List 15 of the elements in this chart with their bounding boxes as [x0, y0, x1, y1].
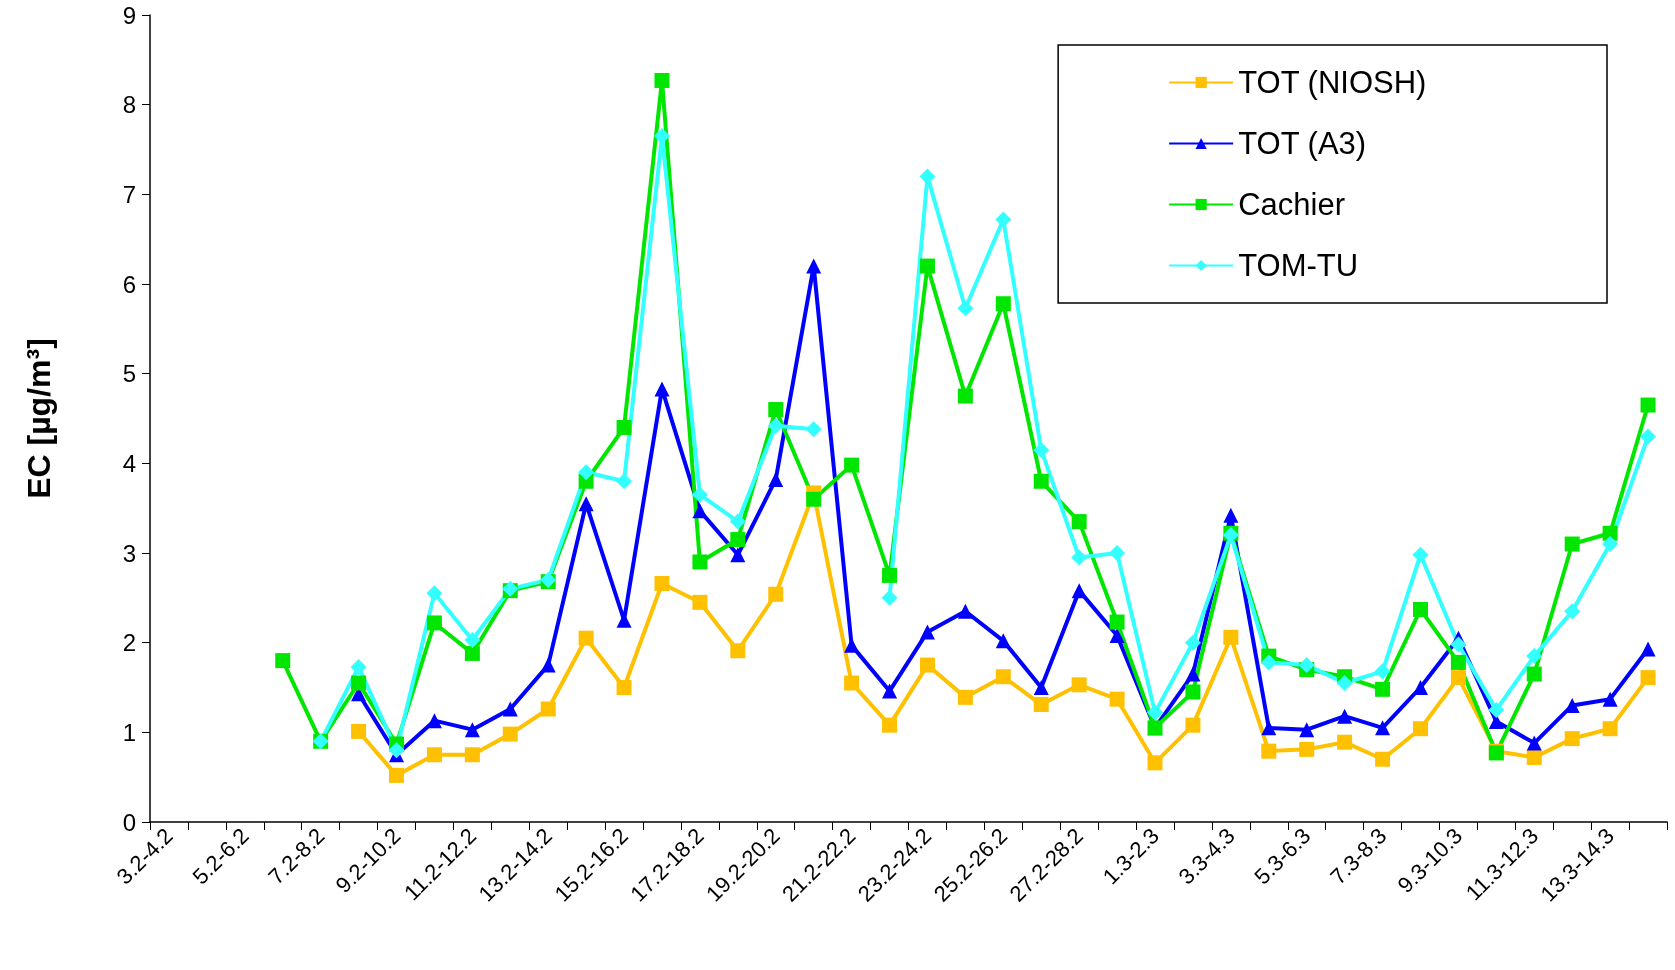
- y-tick-label: 4: [122, 449, 136, 477]
- y-tick-label: 8: [122, 91, 136, 119]
- legend-label: TOT (NIOSH): [1238, 65, 1427, 100]
- legend-label: Cachier: [1238, 187, 1345, 222]
- legend-label: TOM-TU: [1238, 248, 1359, 283]
- legend-label: TOT (A3): [1238, 126, 1367, 161]
- y-tick-label: 2: [122, 629, 136, 657]
- y-tick-label: 1: [122, 718, 136, 746]
- y-tick-label: 6: [122, 270, 136, 298]
- y-axis-title: EC [µg/m³]: [21, 338, 57, 499]
- y-tick-label: 9: [122, 1, 136, 29]
- y-tick-label: 0: [122, 808, 136, 836]
- y-tick-label: 3: [122, 539, 136, 567]
- y-tick-label: 7: [122, 180, 136, 208]
- y-tick-label: 5: [122, 360, 136, 388]
